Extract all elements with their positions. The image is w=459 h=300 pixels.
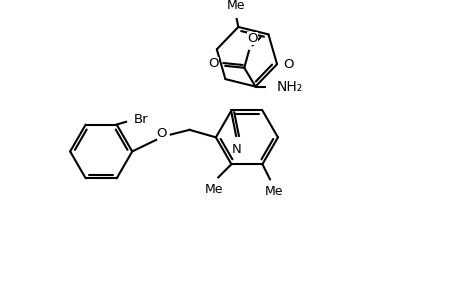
Text: Me: Me xyxy=(205,183,223,196)
Text: O: O xyxy=(247,32,257,45)
Text: Br: Br xyxy=(134,113,148,126)
Text: N: N xyxy=(232,143,241,156)
Text: Me: Me xyxy=(264,185,282,198)
Text: NH₂: NH₂ xyxy=(275,80,302,94)
Text: O: O xyxy=(156,127,167,140)
Text: O: O xyxy=(283,58,293,71)
Text: Me: Me xyxy=(227,0,245,12)
Text: O: O xyxy=(208,57,218,70)
